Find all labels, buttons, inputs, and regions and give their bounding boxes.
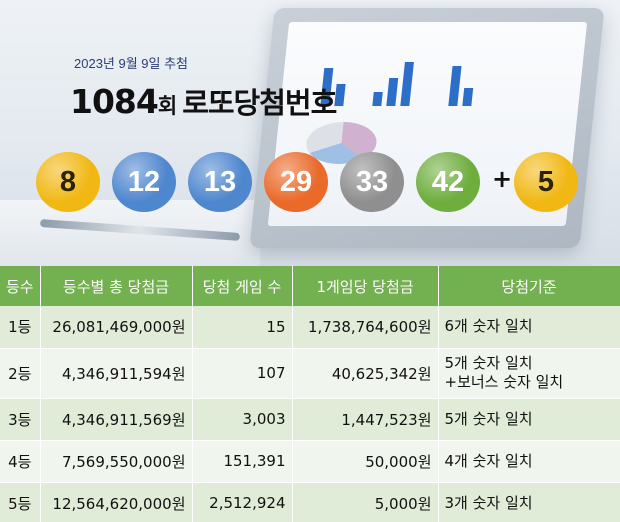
round-number: 1084 (70, 82, 159, 121)
winning-games-cell: 3,003 (192, 398, 293, 441)
screen-chart-bar (386, 78, 399, 106)
total-prize-cell: 26,081,469,000원 (40, 306, 193, 349)
prize-table: 등수 등수별 총 당첨금 당첨 게임 수 1게임당 당첨금 당첨기준 1등 26… (0, 266, 620, 522)
number-ball: 33 (340, 152, 404, 212)
criteria-cell: 3개 숫자 일치 (438, 482, 620, 522)
screen-chart-bar (462, 88, 474, 106)
plus-sign: + (492, 165, 513, 193)
criteria-line: 5개 숫자 일치 (444, 409, 533, 428)
screen-chart-bar (372, 92, 383, 106)
prize-per-game-cell: 1,447,523원 (292, 398, 439, 441)
number-ball: 42 (416, 152, 480, 212)
rank-cell: 4등 (0, 440, 41, 483)
rank-cell: 1등 (0, 306, 41, 349)
title-text: 로또당첨번호 (182, 86, 337, 120)
prize-per-game-cell: 50,000원 (292, 440, 439, 483)
winning-games-cell: 151,391 (192, 440, 293, 483)
draw-date: 2023년 9월 9일 추첨 (74, 56, 189, 71)
winning-games-cell: 15 (192, 306, 293, 349)
header-total-prize: 등수별 총 당첨금 (40, 266, 193, 306)
criteria-line: 6개 숫자 일치 (444, 317, 533, 336)
rank-cell: 5등 (0, 482, 41, 522)
criteria-cell: 6개 숫자 일치 (438, 306, 620, 349)
screen-chart-bar (448, 66, 462, 106)
number-ball: 29 (264, 152, 328, 212)
header-prize-per-game: 1게임당 당첨금 (292, 266, 439, 306)
number-ball: 13 (188, 152, 252, 212)
prize-per-game-cell: 5,000원 (292, 482, 439, 522)
total-prize-cell: 12,564,620,000원 (40, 482, 193, 522)
winning-games-cell: 107 (192, 348, 293, 399)
table-row: 3등 4,346,911,569원 3,003 1,447,523원 5개 숫자… (0, 398, 620, 441)
header-criteria: 당첨기준 (438, 266, 620, 306)
criteria-line: 3개 숫자 일치 (444, 493, 533, 512)
table-row: 1등 26,081,469,000원 15 1,738,764,600원 6개 … (0, 306, 620, 349)
prize-per-game-cell: 40,625,342원 (292, 348, 439, 399)
bonus-ball: 5 (514, 152, 578, 212)
header-winning-games: 당첨 게임 수 (192, 266, 293, 306)
criteria-cell: 5개 숫자 일치 +보너스 숫자 일치 (438, 348, 620, 399)
criteria-line: 4개 숫자 일치 (444, 451, 533, 470)
laptop-illustration (249, 8, 605, 248)
table-row: 2등 4,346,911,594원 107 40,625,342원 5개 숫자 … (0, 348, 620, 399)
table-header-row: 등수 등수별 총 당첨금 당첨 게임 수 1게임당 당첨금 당첨기준 (0, 266, 620, 306)
table-row: 5등 12,564,620,000원 2,512,924 5,000원 3개 숫… (0, 482, 620, 522)
page-title: 1084회 로또당첨번호 (70, 80, 337, 122)
rank-cell: 3등 (0, 398, 41, 441)
number-ball: 12 (112, 152, 176, 212)
criteria-line: +보너스 숫자 일치 (444, 373, 564, 391)
total-prize-cell: 4,346,911,569원 (40, 398, 193, 441)
number-ball: 8 (36, 152, 100, 212)
criteria-cell: 5개 숫자 일치 (438, 398, 620, 441)
header-rank: 등수 (0, 266, 41, 306)
prize-per-game-cell: 1,738,764,600원 (292, 306, 439, 349)
hero-banner: 2023년 9월 9일 추첨 1084회 로또당첨번호 8 12 13 29 33… (0, 0, 620, 266)
criteria-line: 5개 숫자 일치 (444, 354, 533, 372)
criteria-cell: 4개 숫자 일치 (438, 440, 620, 483)
winning-games-cell: 2,512,924 (192, 482, 293, 522)
screen-chart-bar (400, 62, 414, 106)
total-prize-cell: 7,569,550,000원 (40, 440, 193, 483)
total-prize-cell: 4,346,911,594원 (40, 348, 193, 399)
round-unit: 회 (157, 94, 177, 118)
table-row: 4등 7,569,550,000원 151,391 50,000원 4개 숫자 … (0, 440, 620, 483)
rank-cell: 2등 (0, 348, 41, 399)
